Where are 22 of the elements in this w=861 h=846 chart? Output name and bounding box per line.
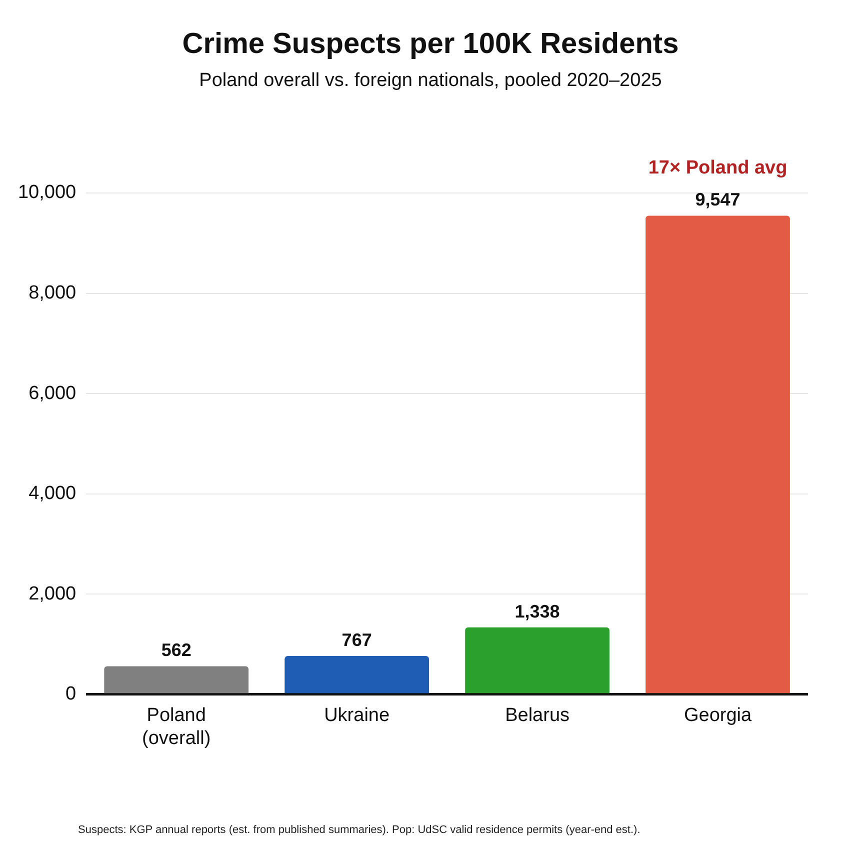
chart-subtitle: Poland overall vs. foreign nationals, pooled 2020–2025 [198, 70, 663, 92]
y-tick-label: 8,000 [28, 282, 76, 304]
bar [284, 656, 430, 694]
bar [465, 627, 610, 694]
x-tick-label: Ukraine [324, 705, 390, 726]
y-tick-label: 4,000 [28, 483, 76, 504]
data-label: 767 [342, 630, 372, 650]
y-tick-label: 2,000 [28, 583, 76, 604]
chart-title: Crime Suspects per 100K Residents [181, 28, 680, 61]
bar [104, 666, 249, 694]
y-tick-label: 10,000 [18, 182, 76, 204]
data-label: 9,547 [695, 190, 740, 210]
y-tick-label: 0 [66, 684, 76, 705]
x-tick-label: Georgia [684, 705, 752, 726]
data-label: 1,338 [514, 601, 560, 622]
x-tick-label: Belarus [505, 705, 570, 726]
x-tick-label: Poland (overall) [142, 705, 211, 749]
annotation: 17× Poland avg [648, 157, 788, 178]
bar [646, 216, 790, 694]
y-tick-label: 6,000 [28, 382, 76, 404]
data-label: 562 [161, 640, 192, 660]
text: Suspects: KGP annual reports (est. from published summaries). Pop: UdSC valid residence permits (year-end est.). [78, 824, 640, 836]
